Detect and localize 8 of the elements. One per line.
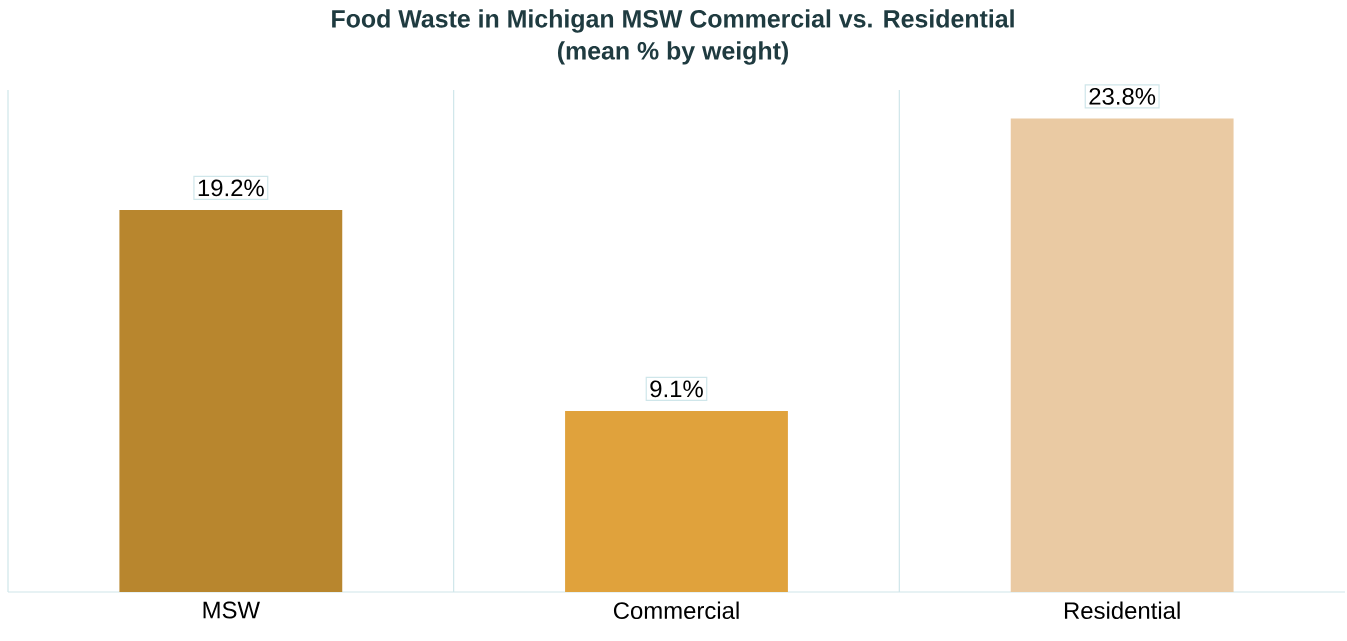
data-label: 19.2% <box>198 179 264 197</box>
data-label: 23.8% <box>1089 87 1156 105</box>
chart-subtitle: (mean % by weight) <box>558 41 788 65</box>
data-label: 9.1% <box>650 380 703 398</box>
x-tick-label: MSW <box>203 601 260 619</box>
x-tick-label: Residential <box>1064 601 1180 620</box>
x-tick-label: Commercial <box>613 601 739 620</box>
chart-title: Food Waste in Michigan MSW Commercial vs. Residential <box>332 9 1014 33</box>
